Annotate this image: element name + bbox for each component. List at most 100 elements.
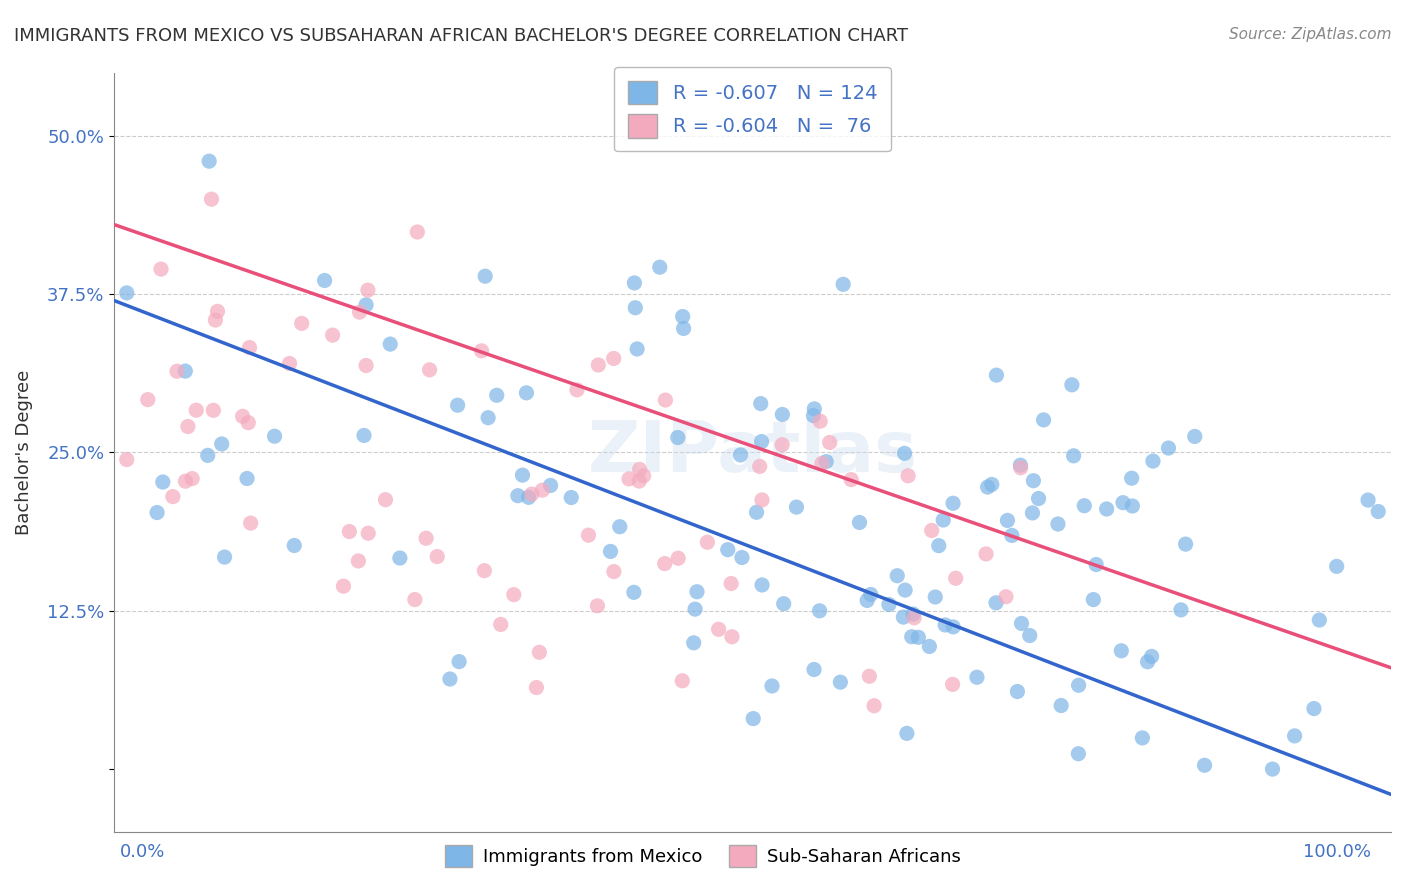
Point [186,403,208,417]
Point [815,455,838,469]
Point [863,698,886,713]
Point [198,154,221,169]
Point [471,343,494,358]
Point [686,584,709,599]
Point [1022,474,1045,488]
Point [672,310,695,324]
Point [337,524,360,539]
Point [529,645,551,659]
Point [489,617,512,632]
Point [745,505,768,519]
Point [707,623,730,637]
Point [236,471,259,485]
Point [717,542,740,557]
Point [1367,504,1389,518]
Point [859,587,882,601]
Point [314,273,336,287]
Point [721,630,744,644]
Point [1095,502,1118,516]
Point [848,516,870,530]
Point [770,408,793,422]
Point [666,551,689,566]
Point [239,516,262,530]
Point [146,506,169,520]
Point [617,472,640,486]
Point [520,487,543,501]
Point [928,539,950,553]
Point [446,398,468,412]
Point [211,437,233,451]
Point [932,513,955,527]
Point [115,285,138,300]
Point [357,526,380,541]
Point [474,269,496,284]
Point [654,557,676,571]
Point [162,490,184,504]
Point [770,438,793,452]
Point [856,593,879,607]
Point [803,409,825,423]
Point [263,429,285,443]
Point [749,396,772,410]
Point [578,528,600,542]
Point [858,669,880,683]
Point [502,588,524,602]
Point [945,571,967,585]
Point [1021,506,1043,520]
Point [526,681,548,695]
Point [1067,678,1090,692]
Point [406,225,429,239]
Point [1136,655,1159,669]
Point [818,435,841,450]
Point [751,492,773,507]
Point [811,456,834,470]
Point [1028,491,1050,506]
Point [322,328,344,343]
Point [1050,698,1073,713]
Point [1326,559,1348,574]
Point [1284,729,1306,743]
Point [152,475,174,489]
Point [839,473,862,487]
Point [966,670,988,684]
Point [349,305,371,319]
Point [181,472,204,486]
Point [803,401,825,416]
Point [477,410,499,425]
Point [648,260,671,275]
Point [515,385,537,400]
Point [439,672,461,686]
Point [565,383,588,397]
Point [1121,499,1143,513]
Point [197,449,219,463]
Point [1046,516,1069,531]
Point [893,610,915,624]
Point [1157,441,1180,455]
Point [214,550,236,565]
Point [918,640,941,654]
Point [628,462,651,476]
Text: IMMIGRANTS FROM MEXICO VS SUBSAHARAN AFRICAN BACHELOR'S DEGREE CORRELATION CHART: IMMIGRANTS FROM MEXICO VS SUBSAHARAN AFR… [14,27,908,45]
Point [1073,499,1095,513]
Point [174,474,197,488]
Point [974,547,997,561]
Point [671,673,693,688]
Point [886,568,908,582]
Point [761,679,783,693]
Point [751,578,773,592]
Point [136,392,159,407]
Point [531,483,554,497]
Point [166,364,188,378]
Point [672,321,695,335]
Point [1007,684,1029,698]
Point [1142,454,1164,468]
Point [785,500,807,515]
Point [1174,537,1197,551]
Point [1085,558,1108,572]
Point [893,446,915,460]
Point [808,414,831,428]
Legend: R = -0.607   N = 124, R = -0.604   N =  76: R = -0.607 N = 124, R = -0.604 N = 76 [614,67,891,152]
Point [994,590,1017,604]
Point [924,590,946,604]
Point [512,468,534,483]
